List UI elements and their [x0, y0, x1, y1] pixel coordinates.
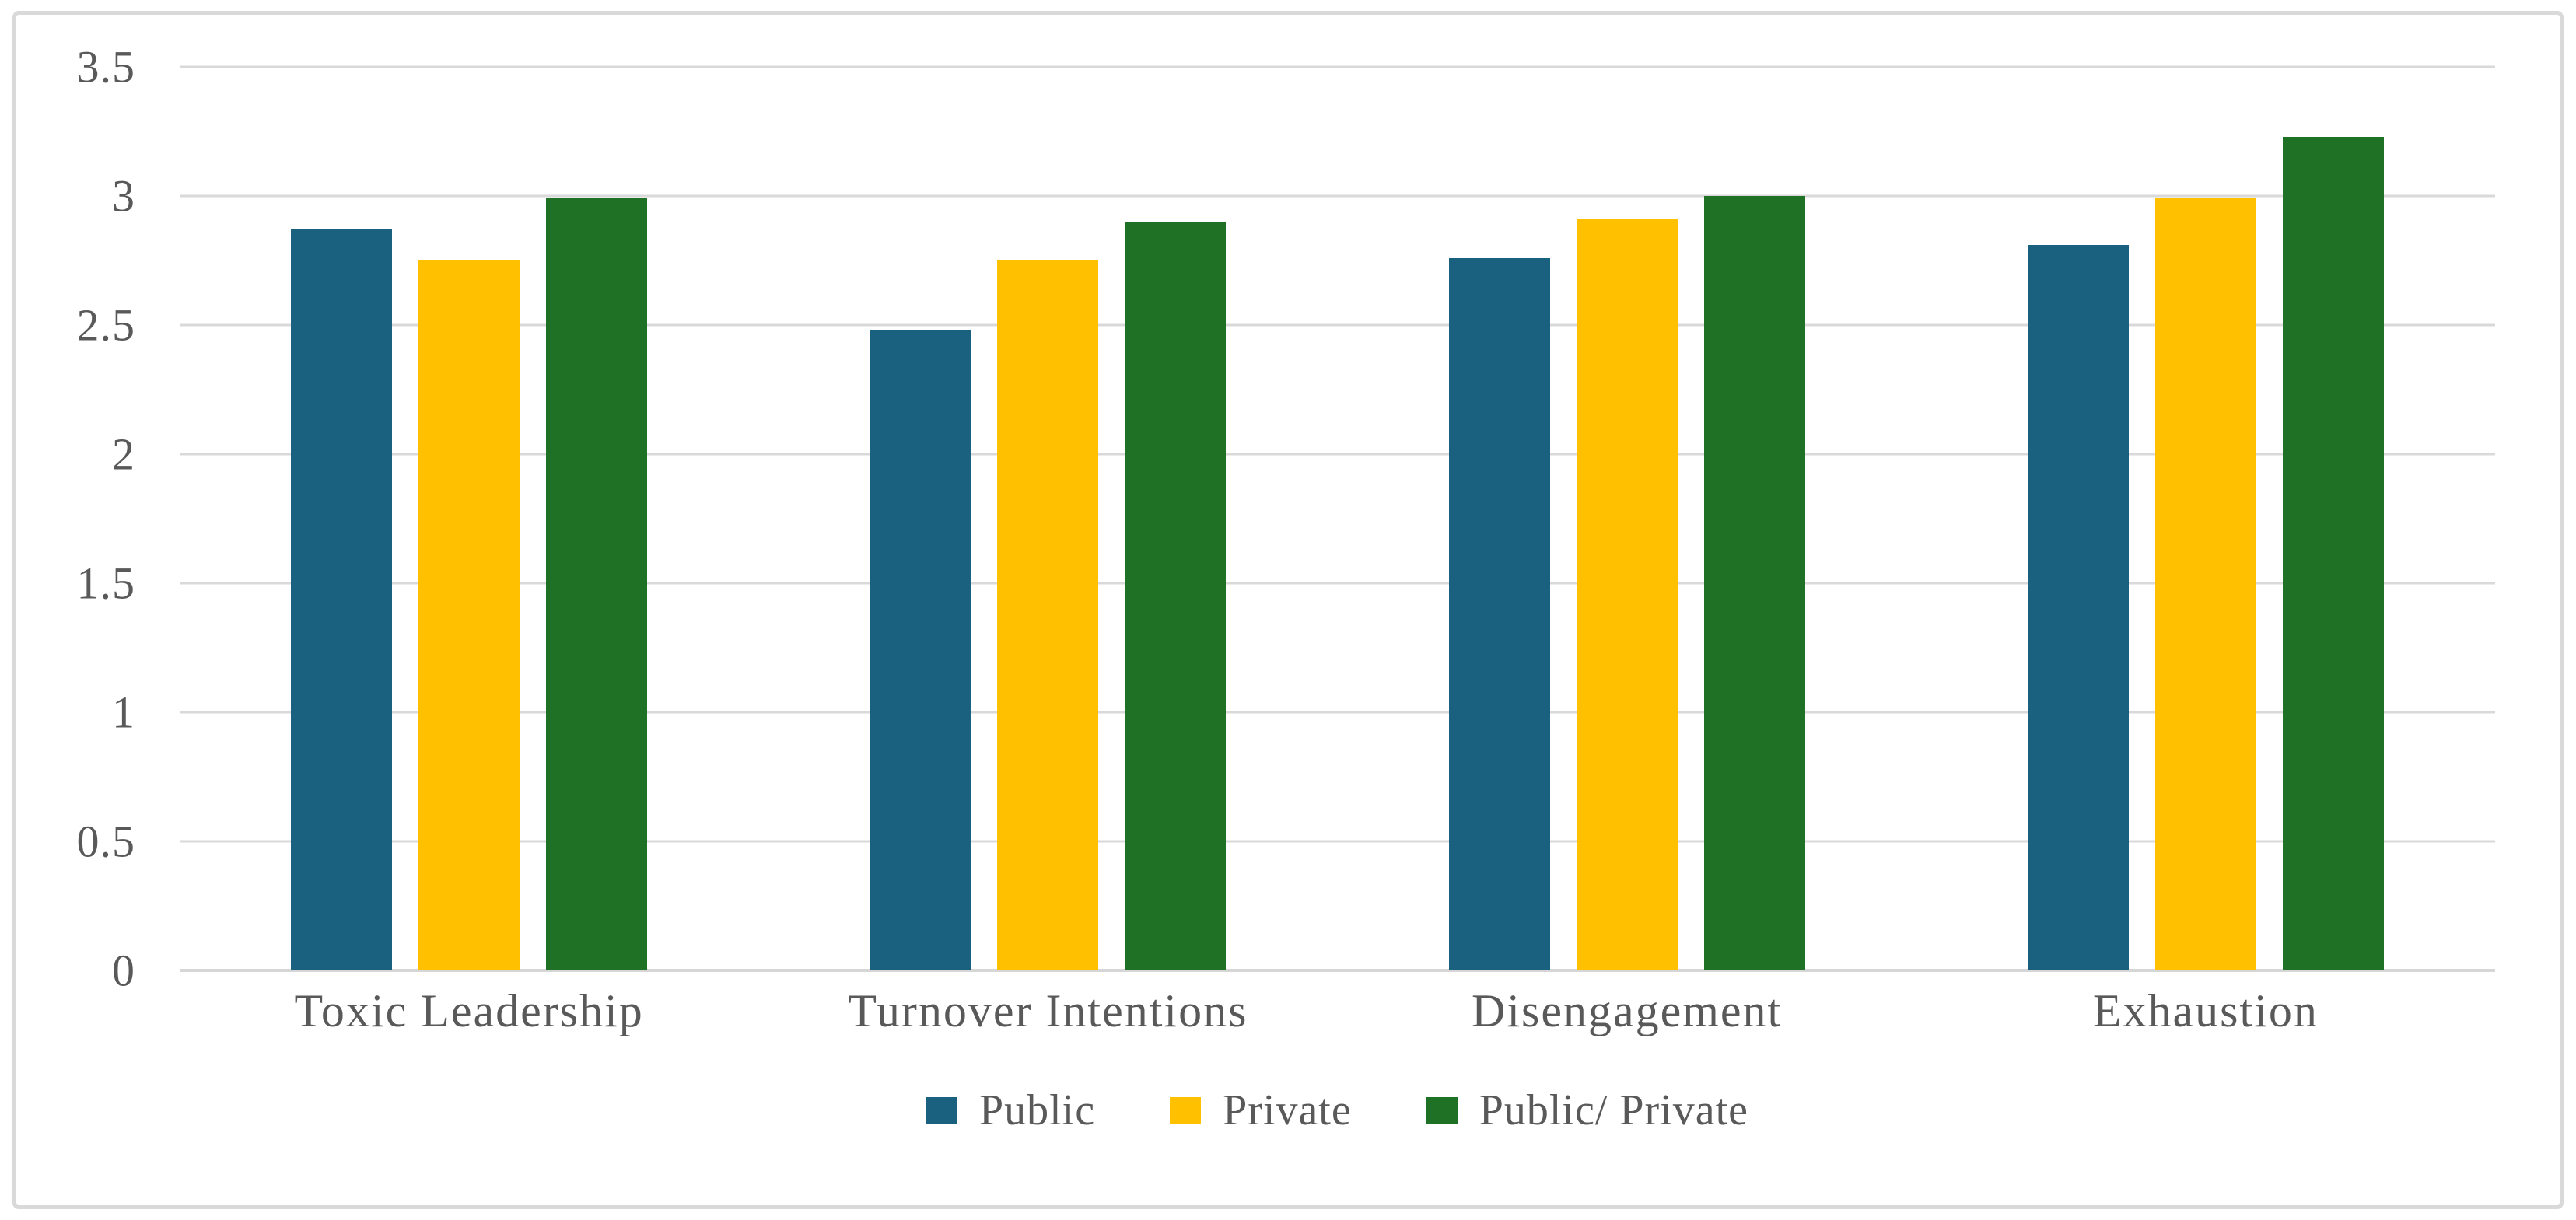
legend-label: Public	[978, 1086, 1096, 1134]
category-label: Turnover Intentions	[848, 985, 1248, 1036]
bar-public-private	[1703, 196, 1805, 970]
gridline	[180, 840, 2495, 843]
gridline	[180, 194, 2495, 198]
y-tick-label: 2	[112, 428, 135, 480]
bar-public-private	[1125, 222, 1227, 970]
y-tick-label: 3.5	[76, 41, 135, 93]
bar-private	[1576, 218, 1678, 970]
category-label: Disengagement	[1472, 985, 1783, 1036]
legend-item: Private	[1170, 1085, 1352, 1135]
gridline	[180, 65, 2495, 68]
y-axis: 0 0.5 1 1.5 2 2.5 3 3.5	[0, 42, 135, 996]
gridline	[180, 582, 2495, 585]
legend: Public Private Public/ Private	[180, 1085, 2495, 1135]
legend-item: Public	[926, 1085, 1095, 1135]
legend-marker	[1170, 1097, 1202, 1124]
legend-item: Public/ Private	[1426, 1085, 1748, 1135]
bar-public	[870, 330, 971, 970]
y-tick-label: 3	[112, 170, 135, 222]
bar-group	[180, 67, 758, 970]
y-tick-label: 0	[112, 945, 135, 996]
gridline	[180, 711, 2495, 714]
plot-area	[180, 65, 2495, 972]
bar-private	[997, 260, 1099, 970]
legend-marker	[926, 1097, 957, 1124]
bar-private	[2154, 198, 2256, 970]
bars-row	[180, 67, 2495, 970]
bar-public-private	[2282, 136, 2384, 970]
category-label: Exhaustion	[2092, 985, 2319, 1036]
bar-public	[2027, 245, 2129, 970]
legend-marker	[1426, 1097, 1458, 1124]
y-tick-label: 2.5	[76, 299, 135, 351]
bar-public-private	[546, 198, 648, 970]
y-tick-label: 1.5	[76, 558, 135, 609]
x-axis-line	[180, 969, 2495, 972]
bar-group	[1916, 67, 2495, 970]
gridline	[180, 323, 2495, 327]
category-label: Toxic Leadership	[294, 985, 644, 1036]
bar-group	[758, 67, 1337, 970]
bar-private	[418, 260, 520, 970]
bar-group	[1338, 67, 1916, 970]
y-tick-label: 1	[112, 687, 135, 738]
gridline	[180, 453, 2495, 456]
bar-public	[291, 229, 393, 970]
x-axis: Toxic Leadership Turnover Intentions Disen…	[180, 984, 2495, 1038]
legend-label: Public/ Private	[1479, 1086, 1749, 1134]
y-tick-label: 0.5	[76, 816, 135, 867]
bar-public	[1448, 257, 1550, 970]
legend-label: Private	[1223, 1086, 1352, 1134]
